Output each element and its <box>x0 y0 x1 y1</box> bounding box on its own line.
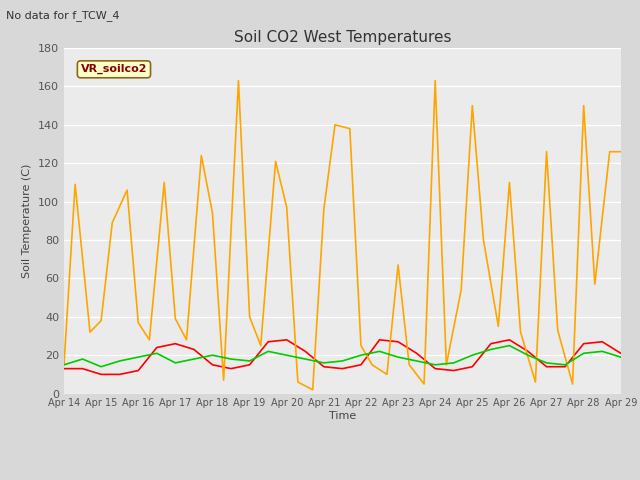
Y-axis label: Soil Temperature (C): Soil Temperature (C) <box>22 164 33 278</box>
Text: No data for f_TCW_4: No data for f_TCW_4 <box>6 10 120 21</box>
Text: VR_soilco2: VR_soilco2 <box>81 64 147 74</box>
X-axis label: Time: Time <box>329 411 356 421</box>
Title: Soil CO2 West Temperatures: Soil CO2 West Temperatures <box>234 30 451 46</box>
Legend: TCW_1, TCW_2, TCW_3: TCW_1, TCW_2, TCW_3 <box>187 475 498 480</box>
